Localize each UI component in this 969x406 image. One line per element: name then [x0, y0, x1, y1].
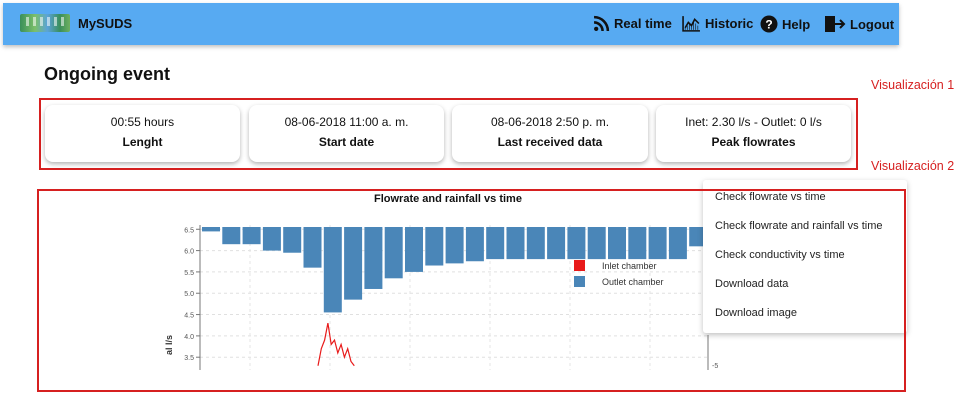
card-label: Peak flowrates [711, 135, 796, 149]
bar [344, 227, 363, 300]
page-title: Ongoing event [44, 64, 170, 84]
card-label: Start date [318, 135, 375, 149]
rss-icon [593, 15, 610, 32]
chart-options-menu: Check flowrate vs time Check flowrate an… [703, 180, 907, 333]
y-tick-label: 4.0 [184, 334, 194, 341]
bar [262, 227, 281, 251]
nav-logout[interactable]: Logout [824, 15, 894, 33]
bar [506, 227, 525, 260]
nav-label: Help [782, 16, 811, 32]
nav-label: Real time [614, 16, 672, 31]
svg-text:?: ? [765, 18, 772, 32]
brand-name[interactable]: MySUDS [78, 16, 133, 31]
chart-title: Flowrate and rainfall vs time [374, 193, 522, 205]
y-tick-label: 5.0 [184, 291, 194, 298]
annotation-box-2 [37, 189, 906, 392]
nav-real-time[interactable]: Real time [593, 15, 672, 32]
card-value: 08-06-2018 11:00 a. m. [284, 115, 409, 129]
y2-tick-label: -5 [712, 363, 718, 370]
legend-label: Outlet chamber [602, 277, 664, 287]
card-label: Lenght [122, 135, 163, 149]
app-logo[interactable] [20, 14, 70, 32]
annotation-label-1: Visualización 1 [871, 78, 955, 92]
bar [465, 227, 484, 262]
stat-card-last-received: 08-06-2018 2:50 p. m. Last received data [452, 105, 648, 162]
line-chart-icon [682, 16, 700, 32]
y-tick-label: 6.0 [184, 249, 194, 256]
inlet-line [317, 322, 355, 367]
bar [283, 227, 302, 253]
bar [242, 227, 261, 245]
bar [648, 227, 667, 260]
help-icon: ? [760, 15, 778, 33]
bar [547, 227, 566, 260]
bar [405, 227, 423, 272]
stat-card-peak-flowrates: Inet: 2.30 l/s - Outlet: 0 l/s Peak flow… [656, 105, 851, 162]
bar [222, 227, 241, 245]
bar [202, 227, 220, 232]
y-tick-label: 3.5 [184, 355, 194, 362]
bar [445, 227, 464, 264]
bar [587, 227, 606, 260]
bar [608, 227, 626, 260]
legend-label: Inlet chamber [602, 261, 657, 271]
bar [526, 227, 545, 260]
bar [303, 227, 322, 268]
y-tick-label: 6.5 [184, 227, 194, 234]
nav-help[interactable]: ? Help [760, 15, 810, 33]
bar [364, 227, 383, 289]
y-tick-label: 4.5 [184, 313, 194, 320]
bar [567, 227, 586, 260]
menu-item-flowrate[interactable]: Check flowrate vs time [715, 191, 826, 203]
legend-swatch [574, 276, 585, 287]
bar [323, 227, 342, 313]
menu-item-flowrate-rainfall[interactable]: Check flowrate and rainfall vs time [715, 220, 883, 232]
stat-card-length: 00:55 hours Lenght [45, 105, 240, 162]
bar [384, 227, 403, 279]
menu-item-conductivity[interactable]: Check conductivity vs time [715, 249, 845, 261]
bar [668, 227, 687, 260]
menu-item-download-image[interactable]: Download image [715, 307, 797, 319]
legend-swatch [574, 260, 585, 271]
navbar: MySUDS Real time Historic ? Help Logout [3, 3, 899, 45]
stat-card-start-date: 08-06-2018 11:00 a. m. Start date [249, 105, 444, 162]
nav-historic[interactable]: Historic [682, 15, 753, 32]
nav-label: Historic [705, 16, 754, 31]
y-axis-label: al l/s [164, 335, 174, 355]
flowrate-rainfall-chart: 6.56.05.55.04.54.03.5-5al l/sión mmInlet… [164, 225, 720, 370]
annotation-label-2: Visualización 2 [871, 159, 955, 173]
card-value: 08-06-2018 2:50 p. m. [490, 115, 610, 129]
bar [486, 227, 505, 260]
bar [425, 227, 444, 266]
logout-icon [825, 16, 846, 32]
bar [628, 227, 647, 260]
card-value: Inet: 2.30 l/s - Outlet: 0 l/s [685, 115, 822, 129]
card-value: 00:55 hours [110, 115, 175, 129]
nav-label: Logout [850, 16, 895, 32]
annotation-box-1 [39, 98, 858, 170]
bar [689, 227, 708, 247]
menu-item-download-data[interactable]: Download data [715, 278, 789, 290]
y-tick-label: 5.5 [184, 270, 194, 277]
card-label: Last received data [497, 135, 603, 149]
